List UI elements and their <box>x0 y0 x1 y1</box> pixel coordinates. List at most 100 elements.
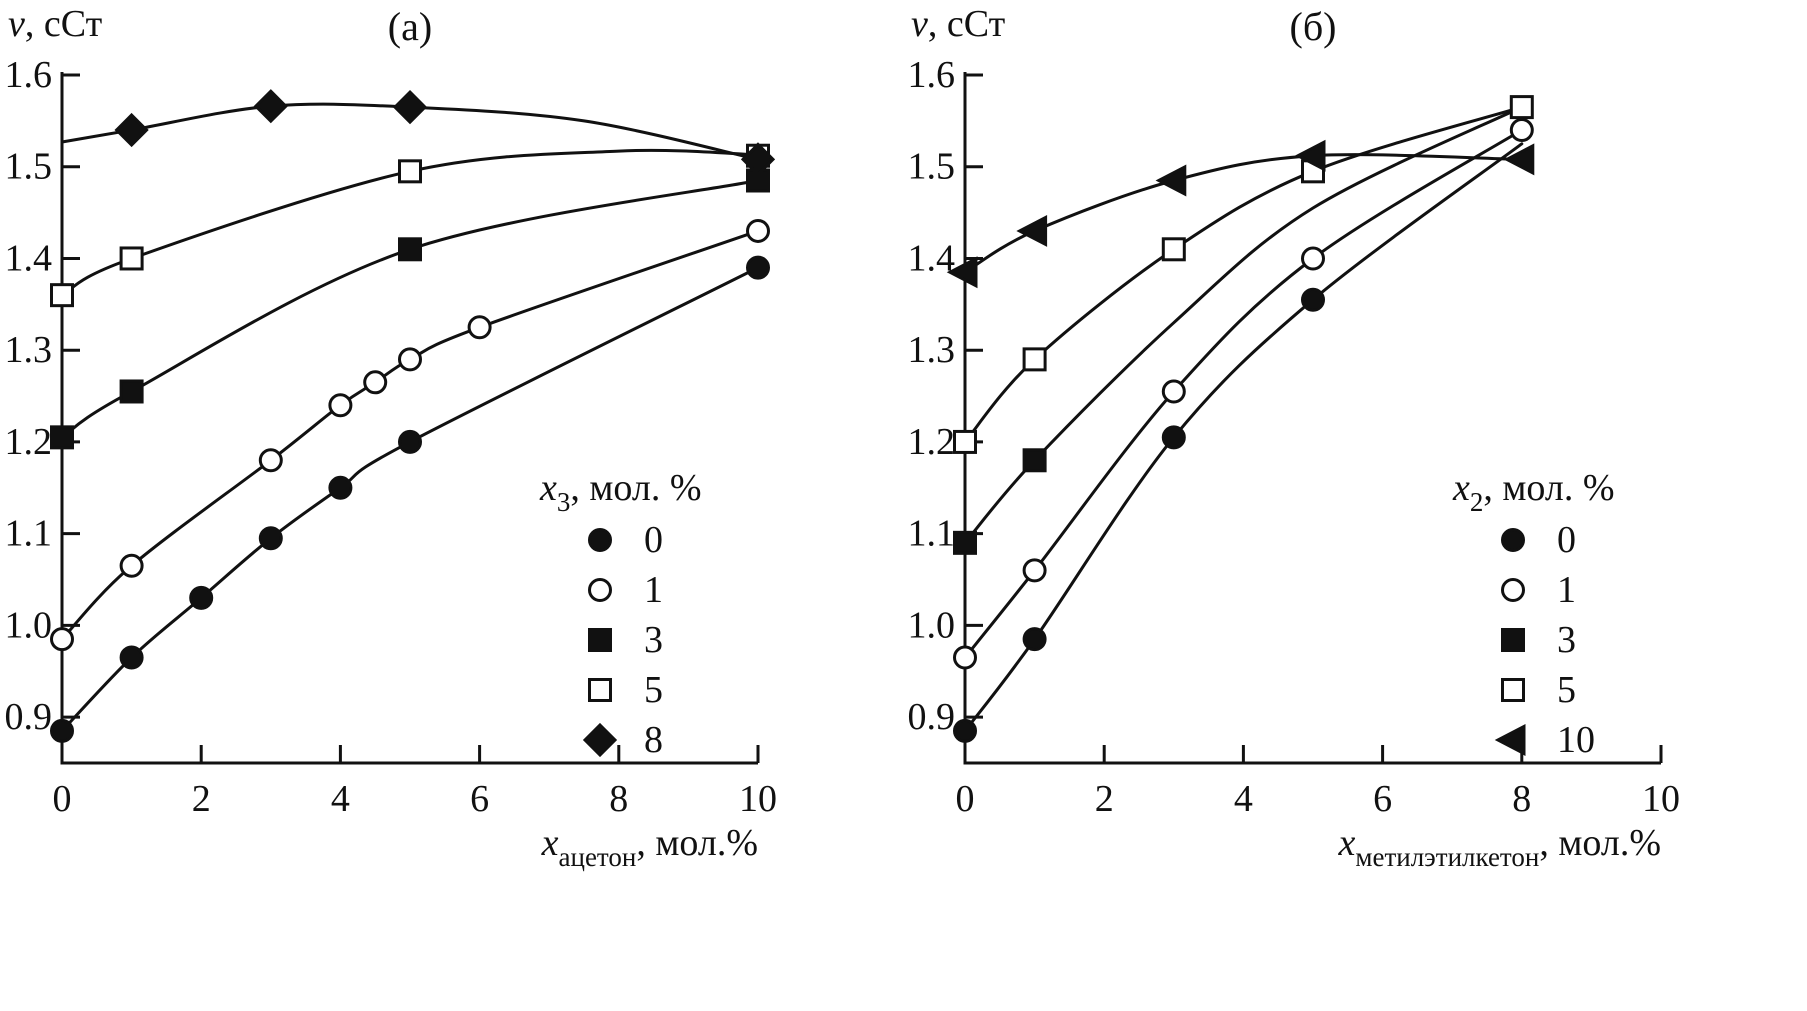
point-marker-circle-open <box>1509 118 1534 143</box>
point-marker-square-open <box>1161 237 1186 262</box>
point-marker-square-open <box>1022 347 1047 372</box>
point-marker-triangle-left-filled <box>1503 143 1535 176</box>
panel-label: (б) <box>1290 4 1337 49</box>
y-axis-title: ν, сСт <box>8 3 103 45</box>
point-marker-square-open <box>953 429 977 454</box>
point-marker-circle-filled <box>328 475 353 500</box>
x-tick-label: 6 <box>1373 778 1392 820</box>
point-marker-circle-open <box>1501 578 1525 602</box>
y-tick-label: 1.4 <box>5 237 53 279</box>
x-tick-label: 2 <box>1095 778 1114 820</box>
point-marker-square-filled <box>119 379 144 404</box>
legend-item-label: 0 <box>644 519 663 561</box>
point-marker-square-open <box>119 246 144 271</box>
x-tick-label: 10 <box>739 778 777 820</box>
point-marker-circle-open <box>50 627 74 652</box>
point-marker-diamond-filled <box>392 89 428 125</box>
legend-item-label: 1 <box>1557 569 1576 611</box>
panel-label: (а) <box>388 4 432 49</box>
y-tick-label: 0.9 <box>5 696 53 738</box>
point-marker-square-open <box>588 678 612 702</box>
series-curve <box>963 153 1524 274</box>
legend-item-label: 5 <box>1557 669 1576 711</box>
legend-title: x2, мол. % <box>1452 467 1615 517</box>
series-curve <box>963 128 1524 659</box>
legend-item-label: 0 <box>1557 519 1576 561</box>
point-marker-circle-filled <box>1301 287 1325 312</box>
series-curve <box>60 179 760 439</box>
point-marker-circle-open <box>258 448 283 473</box>
point-marker-circle-open <box>328 393 353 418</box>
y-tick-label: 1.1 <box>5 513 53 555</box>
point-marker-square-open <box>1509 95 1534 120</box>
chart-svg: 0.91.01.11.21.31.41.51.60 2 4 6 8 10ν, сСт (б)… <box>908 3 1681 872</box>
x-axis-title: xметилэтилкетон, мол.% <box>1338 822 1661 872</box>
legend-item-label: 3 <box>1557 619 1576 661</box>
point-marker-triangle-left-filled <box>946 256 978 289</box>
point-marker-triangle-left-filled <box>1155 164 1187 197</box>
point-marker-square-open <box>1501 678 1525 702</box>
series-curve <box>60 229 760 641</box>
point-marker-circle-open <box>746 218 770 243</box>
point-marker-circle-open <box>1301 246 1325 271</box>
point-marker-circle-filled <box>1161 425 1186 450</box>
point-marker-circle-filled <box>746 255 770 280</box>
point-marker-circle-filled <box>50 718 74 743</box>
y-tick-label: 1.6 <box>5 54 53 96</box>
point-marker-circle-filled <box>953 718 977 743</box>
point-marker-square-filled <box>398 237 422 262</box>
y-tick-label: 1.2 <box>908 421 956 463</box>
point-marker-circle-open <box>119 553 144 578</box>
x-axis-title: xацетон, мол.% <box>541 822 758 872</box>
y-tick-label: 1.6 <box>908 54 956 96</box>
legend-item-label: 5 <box>644 669 663 711</box>
x-tick-label: 4 <box>1234 778 1253 820</box>
series-curve <box>963 142 1524 733</box>
y-tick-label: 1.5 <box>5 146 53 188</box>
point-marker-circle-open <box>953 645 977 670</box>
x-tick-label: 10 <box>1642 778 1680 820</box>
y-axis-title: ν, сСт <box>911 3 1006 45</box>
legend-item-label: 10 <box>1557 719 1595 761</box>
panel-b: 0.9 1.0 1.1 1.2 1.3 1.4 1.5 1.6 0 2 4 6 8 10 ν, сСт (б)… <box>903 0 1806 1011</box>
point-marker-circle-open <box>467 315 492 340</box>
point-marker-circle-open <box>363 370 388 395</box>
series-curve <box>963 105 1524 545</box>
point-marker-circle-open <box>1022 558 1047 583</box>
point-marker-square-filled <box>588 628 612 652</box>
point-marker-square-open <box>398 159 422 184</box>
y-tick-label: 1.2 <box>5 421 53 463</box>
point-marker-circle-open <box>1161 379 1186 404</box>
panel-a: 0.9 1.0 1.1 1.2 1.3 1.4 1.5 1.6 0 2 4 6 8 10 ν, сСт (а)… <box>0 0 903 1011</box>
point-marker-diamond-filled <box>253 89 288 124</box>
point-marker-circle-open <box>398 347 422 372</box>
legend-title: x3, мол. % <box>539 467 702 517</box>
point-marker-diamond-filled <box>740 142 776 177</box>
point-marker-circle-filled <box>1022 627 1047 652</box>
y-tick-label: 1.3 <box>5 329 53 371</box>
point-marker-triangle-left-filled <box>1494 724 1526 756</box>
point-marker-circle-filled <box>1501 528 1525 552</box>
x-tick-label: 2 <box>192 778 211 820</box>
legend-item-label: 3 <box>644 619 663 661</box>
x-tick-label: 4 <box>331 778 350 820</box>
point-marker-circle-filled <box>588 528 612 552</box>
x-tick-label: 8 <box>1512 778 1531 820</box>
point-marker-diamond-filled <box>114 112 149 148</box>
point-marker-square-open <box>50 283 74 308</box>
y-tick-label: 1.4 <box>908 237 956 279</box>
chart-svg: 0.91.01.11.21.31.41.51.60 2 4 6 8 10ν, сСт (а)… <box>5 3 778 872</box>
point-marker-circle-filled <box>189 585 214 610</box>
point-marker-circle-filled <box>398 429 422 454</box>
y-tick-label: 0.9 <box>908 696 956 738</box>
point-marker-square-filled <box>1022 448 1047 473</box>
y-tick-label: 1.3 <box>908 329 956 371</box>
point-marker-circle-filled <box>258 526 283 551</box>
point-marker-circle-filled <box>119 645 144 670</box>
point-marker-triangle-left-filled <box>1016 214 1048 247</box>
y-tick-label: 1.0 <box>908 604 956 646</box>
x-tick-label: 6 <box>470 778 489 820</box>
point-marker-triangle-left-filled <box>1294 139 1326 172</box>
point-marker-square-filled <box>1501 628 1525 652</box>
